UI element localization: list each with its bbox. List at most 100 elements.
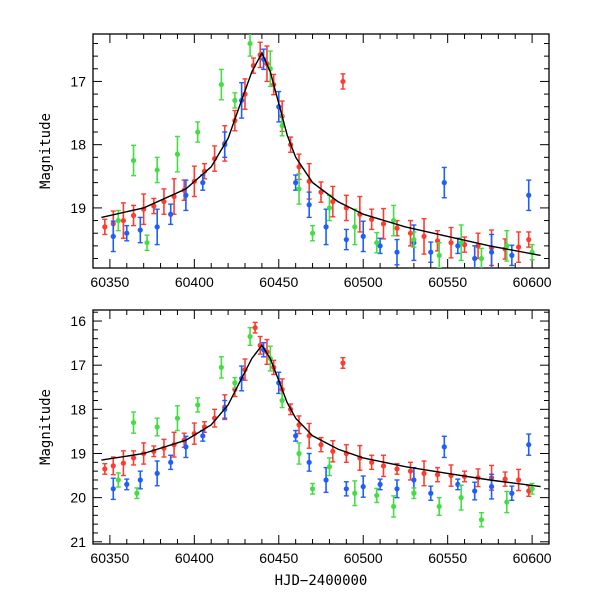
data-point xyxy=(380,221,387,227)
data-point xyxy=(151,203,157,209)
data-point xyxy=(154,424,160,430)
data-point xyxy=(509,490,515,496)
data-point xyxy=(137,227,143,233)
data-point xyxy=(340,78,346,85)
data-point xyxy=(309,486,316,492)
data-point xyxy=(218,364,224,370)
bottom-panel: 60350 60400 60450 60500 60550 60600 16 17 18 19 20… xyxy=(38,309,552,589)
data-point xyxy=(309,230,316,236)
data-point xyxy=(174,151,181,157)
data-point xyxy=(526,442,532,448)
data-point xyxy=(369,216,375,222)
data-point xyxy=(374,492,380,499)
x-tick-label: 60500 xyxy=(344,550,383,566)
y-tick-label: 17 xyxy=(70,73,86,89)
data-point xyxy=(200,180,206,186)
y-tick-label: 17 xyxy=(70,357,86,373)
data-point xyxy=(448,240,454,246)
data-point xyxy=(504,499,510,505)
data-point xyxy=(391,217,397,224)
x-tick-label: 60500 xyxy=(344,274,383,290)
data-point xyxy=(374,240,380,246)
data-point xyxy=(394,466,400,472)
data-point xyxy=(279,397,285,404)
data-point xyxy=(411,490,417,496)
data-point xyxy=(168,459,174,465)
data-point xyxy=(110,486,116,492)
y-tick-label: 19 xyxy=(70,200,86,216)
y-tick-label: 18 xyxy=(70,137,86,153)
data-point xyxy=(201,168,208,174)
data-point xyxy=(455,243,461,249)
data-point xyxy=(134,490,140,496)
data-point xyxy=(318,442,324,448)
data-point xyxy=(441,444,447,450)
data-point xyxy=(168,211,174,217)
data-point xyxy=(293,180,299,186)
data-point xyxy=(475,243,481,249)
data-point xyxy=(472,255,478,262)
data-point xyxy=(130,212,137,219)
data-point xyxy=(130,455,137,461)
data-point xyxy=(352,224,358,230)
x-tick-label: 60400 xyxy=(175,274,214,290)
data-point xyxy=(488,249,495,255)
data-point xyxy=(306,202,312,208)
data-point xyxy=(343,486,349,492)
data-layer xyxy=(101,34,541,268)
plot-frame xyxy=(92,33,550,269)
data-point xyxy=(326,205,333,211)
data-point xyxy=(394,225,400,231)
data-point xyxy=(478,517,485,523)
data-point xyxy=(377,243,383,249)
data-point xyxy=(323,224,329,230)
data-point xyxy=(436,252,442,258)
top-panel: 60350 60400 60450 60500 60550 60600 17 18 19 Magn… xyxy=(38,33,552,290)
x-tick-label: 60600 xyxy=(513,550,552,566)
data-point xyxy=(161,198,167,205)
data-point xyxy=(360,233,366,239)
data-point xyxy=(200,433,206,439)
data-point xyxy=(343,236,349,243)
y-tick-label: 21 xyxy=(70,534,86,550)
series-1 xyxy=(110,48,532,268)
data-point xyxy=(407,468,414,474)
y-tick-label: 20 xyxy=(70,490,86,506)
data-point xyxy=(110,233,116,239)
data-point xyxy=(252,325,258,331)
data-point xyxy=(130,157,137,164)
series-0 xyxy=(102,321,532,498)
data-point xyxy=(183,444,189,450)
data-point xyxy=(340,360,346,366)
data-point xyxy=(195,402,201,408)
data-point xyxy=(360,484,366,490)
data-point xyxy=(369,459,375,465)
data-point xyxy=(183,192,189,198)
data-point xyxy=(529,486,535,492)
data-point xyxy=(144,240,150,246)
x-tick-label: 60550 xyxy=(428,550,467,566)
data-point xyxy=(115,217,121,224)
data-point xyxy=(306,459,312,465)
data-point xyxy=(411,477,417,483)
data-point xyxy=(441,180,447,186)
data-point xyxy=(120,217,126,224)
y-tick-label: 18 xyxy=(70,401,86,417)
x-tick-label: 60600 xyxy=(513,274,552,290)
series-2 xyxy=(115,34,535,268)
data-point xyxy=(279,123,285,129)
data-point xyxy=(323,477,329,483)
data-point xyxy=(195,129,201,135)
data-point xyxy=(232,380,238,386)
data-point xyxy=(421,470,427,476)
data-point xyxy=(174,415,181,421)
data-point xyxy=(516,477,522,483)
data-point xyxy=(391,503,397,510)
data-point xyxy=(377,481,383,487)
data-point xyxy=(421,233,427,239)
data-point xyxy=(380,463,387,469)
x-tick-label: 60450 xyxy=(259,550,298,566)
x-tick-label: 60400 xyxy=(175,550,214,566)
data-point xyxy=(130,419,137,426)
y-tick-label: 19 xyxy=(70,445,86,461)
